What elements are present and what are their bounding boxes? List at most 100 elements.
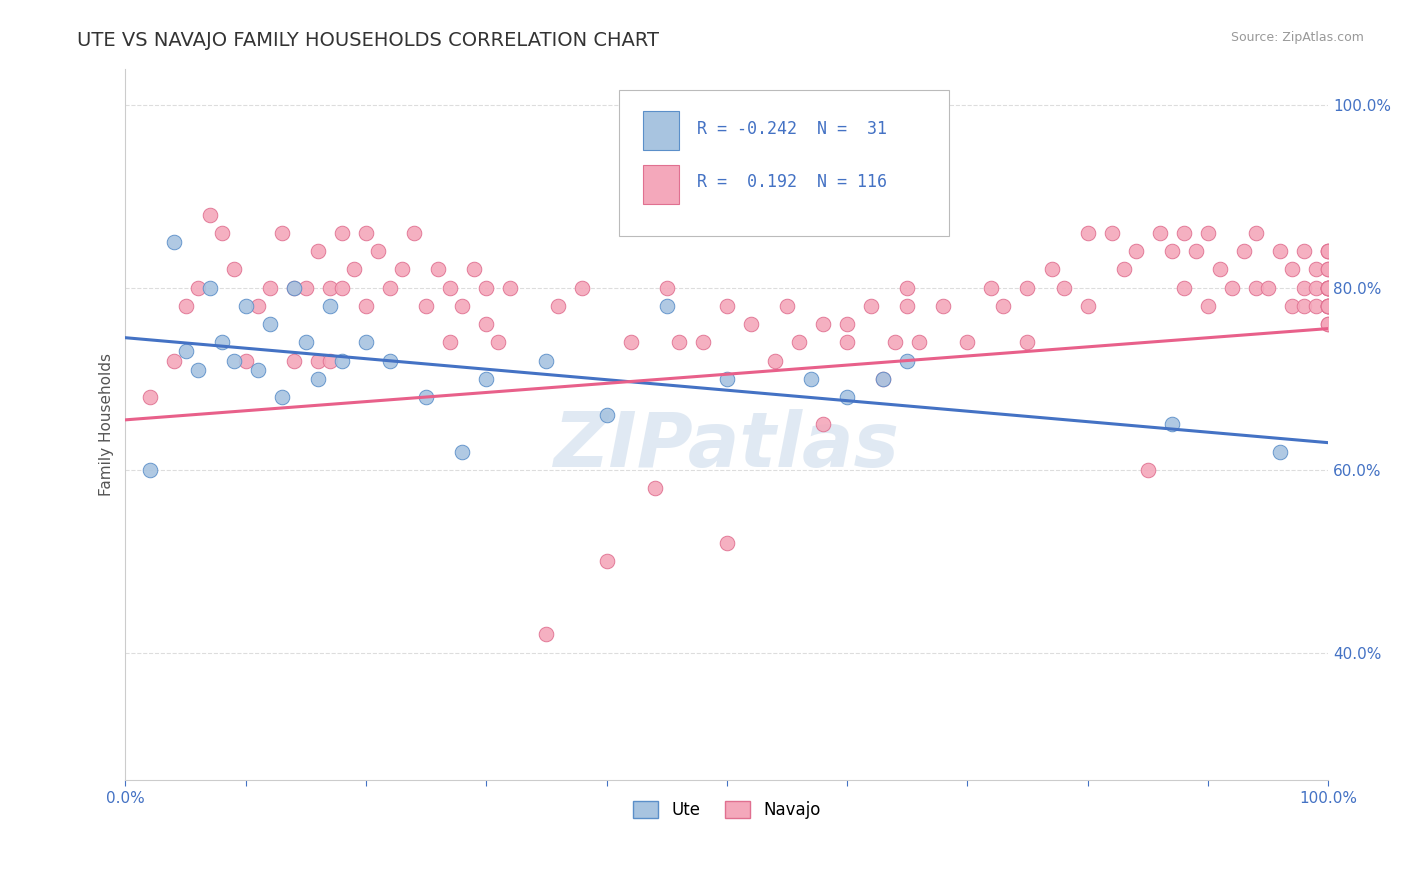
Point [211,226,233,240]
Point [776,299,799,313]
Point [463,262,485,277]
Point [908,335,931,350]
Point [427,262,450,277]
Point [319,299,342,313]
Point [536,627,558,641]
Point [1317,280,1340,294]
Bar [643,112,679,151]
Point [235,299,257,313]
Text: ZIPatlas: ZIPatlas [554,409,900,483]
Point [1185,244,1208,258]
Text: R = -0.242  N =  31: R = -0.242 N = 31 [697,120,887,138]
Point [174,299,197,313]
Point [1317,262,1340,277]
Point [259,317,281,331]
Point [787,335,810,350]
Point [1305,262,1327,277]
Point [1268,244,1291,258]
Point [259,280,281,294]
Point [378,353,401,368]
Y-axis label: Family Households: Family Households [100,353,114,496]
Point [198,280,221,294]
Point [187,280,209,294]
Point [932,299,955,313]
Point [283,280,305,294]
Point [655,299,678,313]
Point [1244,280,1267,294]
Point [740,317,762,331]
Point [246,299,269,313]
Point [439,280,461,294]
Point [330,226,353,240]
Point [896,299,918,313]
Point [235,353,257,368]
Point [1317,280,1340,294]
Point [956,335,979,350]
Point [1305,299,1327,313]
Point [716,299,738,313]
Point [1268,444,1291,458]
Point [354,226,377,240]
Point [872,372,894,386]
Point [138,390,160,404]
Point [1317,317,1340,331]
Point [1173,226,1195,240]
Point [1160,417,1182,432]
Point [1077,226,1099,240]
Point [1149,226,1171,240]
Point [295,335,318,350]
Point [391,262,413,277]
Point [980,280,1002,294]
Text: Source: ZipAtlas.com: Source: ZipAtlas.com [1230,31,1364,45]
Text: R =  0.192  N = 116: R = 0.192 N = 116 [697,173,887,192]
Point [1233,244,1256,258]
Point [162,353,184,368]
Point [884,335,907,350]
Point [1317,244,1340,258]
Point [668,335,690,350]
Point [415,299,437,313]
Point [692,335,714,350]
Point [595,409,617,423]
Point [1052,280,1074,294]
Point [330,280,353,294]
Text: UTE VS NAVAJO FAMILY HOUSEHOLDS CORRELATION CHART: UTE VS NAVAJO FAMILY HOUSEHOLDS CORRELAT… [77,31,659,50]
Point [1294,299,1316,313]
Point [1101,226,1123,240]
Point [716,372,738,386]
Point [1257,280,1279,294]
Point [1281,299,1303,313]
Point [835,390,858,404]
Point [536,353,558,368]
Point [451,299,474,313]
Point [343,262,366,277]
Point [1136,463,1159,477]
Point [896,280,918,294]
Point [1317,244,1340,258]
Point [1125,244,1147,258]
Point [1197,226,1219,240]
Point [872,372,894,386]
Point [486,335,509,350]
Point [475,372,498,386]
Point [1017,280,1039,294]
Point [716,536,738,550]
Point [475,317,498,331]
Point [475,280,498,294]
Point [1209,262,1232,277]
Point [1317,299,1340,313]
Point [1317,244,1340,258]
Point [1317,317,1340,331]
Point [187,362,209,376]
Point [198,208,221,222]
Point [499,280,522,294]
Point [1281,262,1303,277]
Point [307,372,329,386]
Point [1317,280,1340,294]
Point [1317,262,1340,277]
Point [993,299,1015,313]
Point [246,362,269,376]
Point [860,299,883,313]
Point [319,353,342,368]
Point [595,554,617,568]
